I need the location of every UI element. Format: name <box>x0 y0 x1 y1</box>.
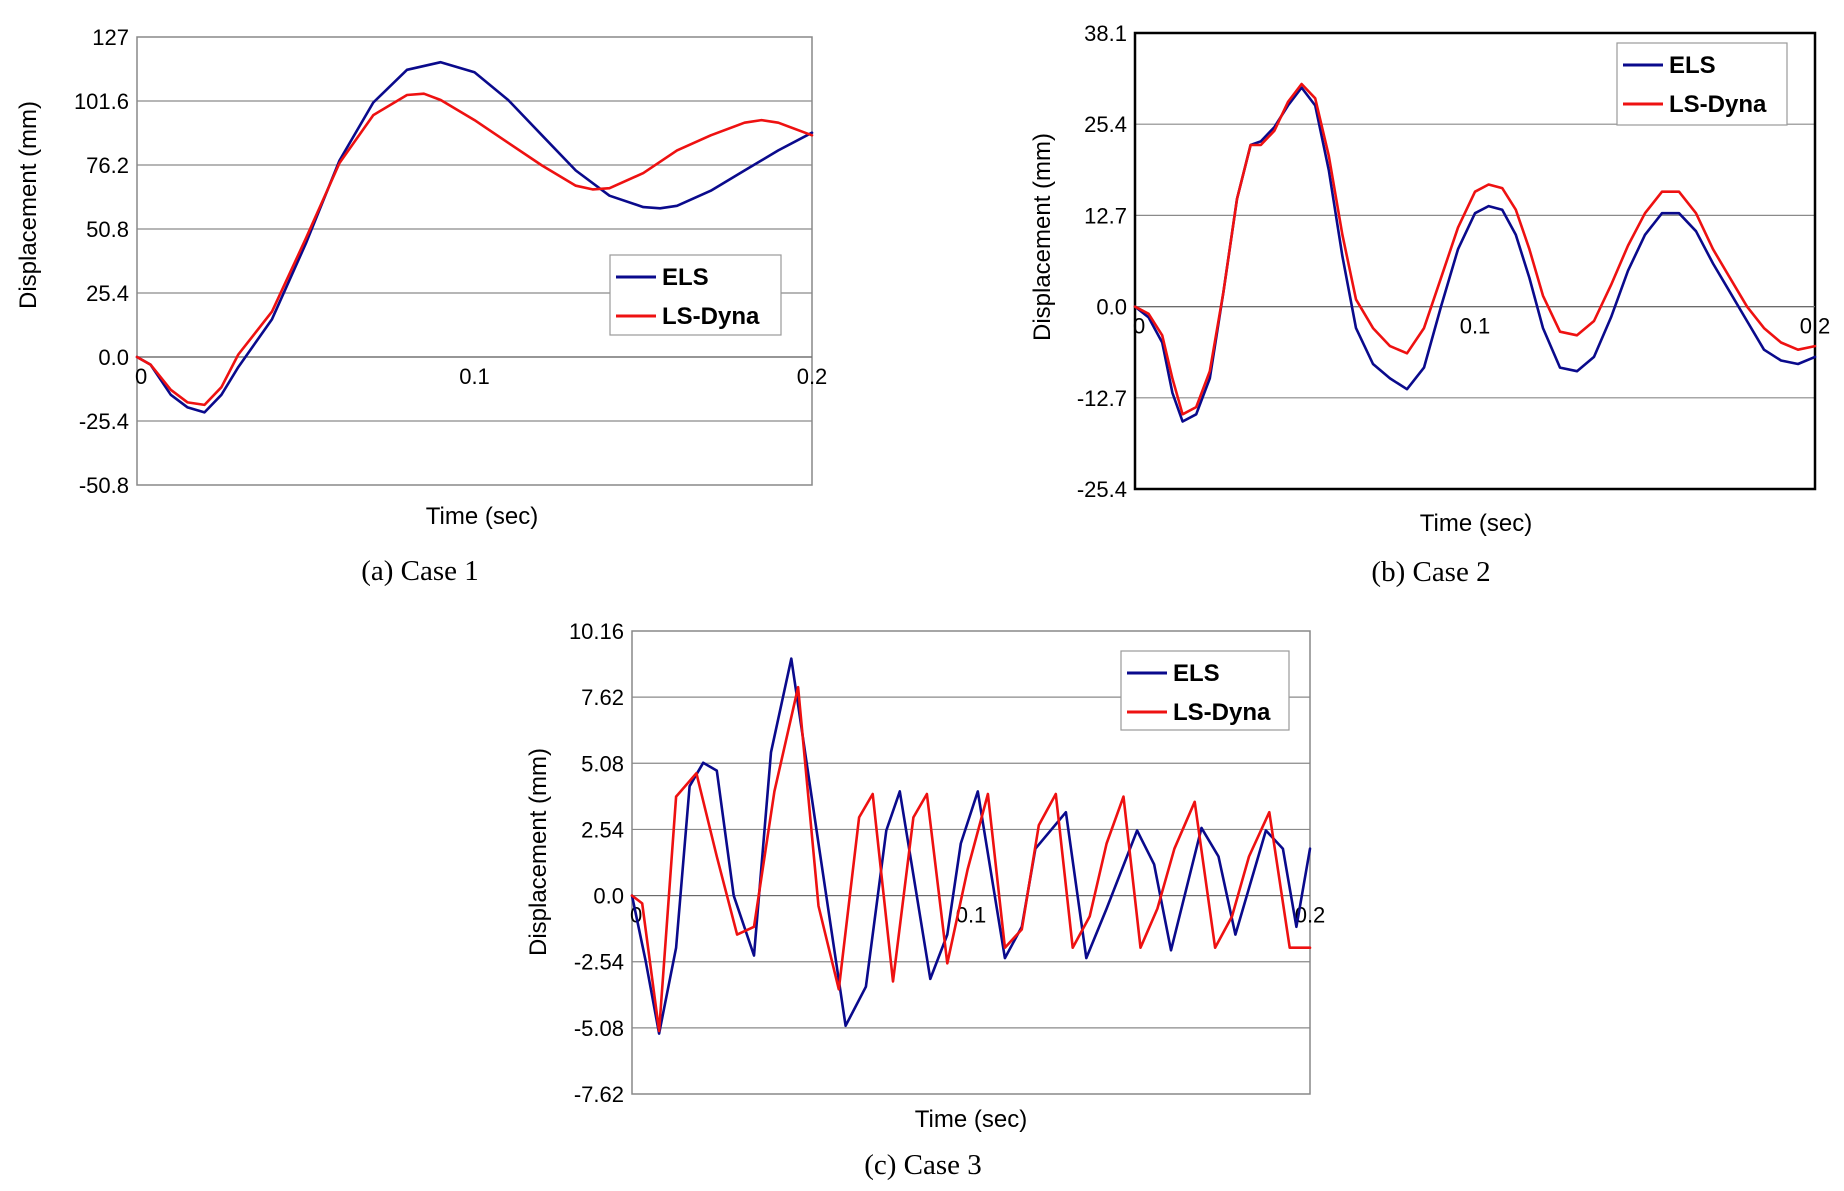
chart-3: 10.167.625.082.540.0-2.54-5.08-7.620 0.1 0… <box>525 619 1325 1181</box>
x-tick-label: 0.1 <box>1460 314 1491 339</box>
y-tick-label: -25.4 <box>1077 477 1127 502</box>
series-line-ls-dyna <box>135 92 814 407</box>
y-tick-label: -2.54 <box>574 950 624 975</box>
y-tick-label: 0.0 <box>1096 295 1127 320</box>
y-tick-label: -12.7 <box>1077 386 1127 411</box>
legend-label: ELS <box>1173 660 1220 687</box>
series-line-els <box>135 60 814 414</box>
y-tick-label: 101.6 <box>74 89 129 114</box>
legend-box <box>1120 650 1290 731</box>
legend-box <box>1616 42 1788 126</box>
y-tick-label: -25.4 <box>79 409 129 434</box>
y-tick-label: 10.16 <box>569 619 624 644</box>
plot-area-border <box>631 630 1311 1095</box>
y-tick-label: 25.4 <box>86 281 129 306</box>
y-tick-label: 50.8 <box>86 217 129 242</box>
y-tick-label: 7.62 <box>581 685 624 710</box>
y-tick-label: 12.7 <box>1084 203 1127 228</box>
chart-2: 38.1 25.4 12.7 0.0 -12.7 -25.4 0 0.1 0.2 ELS LS-Dy… <box>1029 21 1830 588</box>
y-tick-label: 2.54 <box>581 817 624 842</box>
legend-box <box>609 254 782 336</box>
legend-label: LS-Dyna <box>662 303 760 330</box>
legend-label: ELS <box>662 264 709 291</box>
legend-label: LS-Dyna <box>1173 699 1271 726</box>
plot-area-border <box>136 36 813 486</box>
y-axis-title: Displacement (mm) <box>1029 133 1056 341</box>
x-axis-title: Time (sec) <box>426 503 538 530</box>
y-tick-label: -7.62 <box>574 1082 624 1107</box>
chart-caption: (b) Case 2 <box>1371 556 1490 588</box>
y-tick-label: 0.0 <box>98 345 129 370</box>
chart-caption: (c) Case 3 <box>864 1149 982 1181</box>
x-axis-title: Time (sec) <box>915 1106 1027 1133</box>
x-axis-title: Time (sec) <box>1420 510 1532 537</box>
plot-area-border <box>1133 31 1817 491</box>
series-line-ls-dyna <box>1133 82 1817 416</box>
y-axis-title: Displacement (mm) <box>525 748 552 956</box>
legend-label: ELS <box>1669 52 1716 79</box>
y-tick-label: 0.0 <box>593 884 624 909</box>
y-tick-label: 5.08 <box>581 751 624 776</box>
x-tick-label: 0 <box>1133 314 1145 339</box>
y-tick-label: 25.4 <box>1084 112 1127 137</box>
legend-label: LS-Dyna <box>1669 91 1767 118</box>
chart-caption: (a) Case 1 <box>361 555 479 587</box>
y-tick-label: 76.2 <box>86 153 129 178</box>
x-tick-label: 0.1 <box>459 364 490 389</box>
x-tick-label: 0 <box>135 364 147 389</box>
chart-1: 127 101.6 76.2 50.8 25.4 0.0 -25.4 -50.8 0 0.1 0.2… <box>15 25 827 587</box>
y-tick-label: -50.8 <box>79 473 129 498</box>
series-line-els <box>1133 86 1817 423</box>
y-tick-label: 38.1 <box>1084 21 1127 46</box>
series-line-els <box>630 657 1312 1035</box>
x-tick-label: 0.2 <box>797 364 828 389</box>
y-tick-label: -5.08 <box>574 1016 624 1041</box>
x-tick-label: 0.2 <box>1800 314 1831 339</box>
y-tick-label: 127 <box>92 25 129 50</box>
y-axis-title: Displacement (mm) <box>15 101 42 309</box>
series-line-ls-dyna <box>630 685 1312 1033</box>
